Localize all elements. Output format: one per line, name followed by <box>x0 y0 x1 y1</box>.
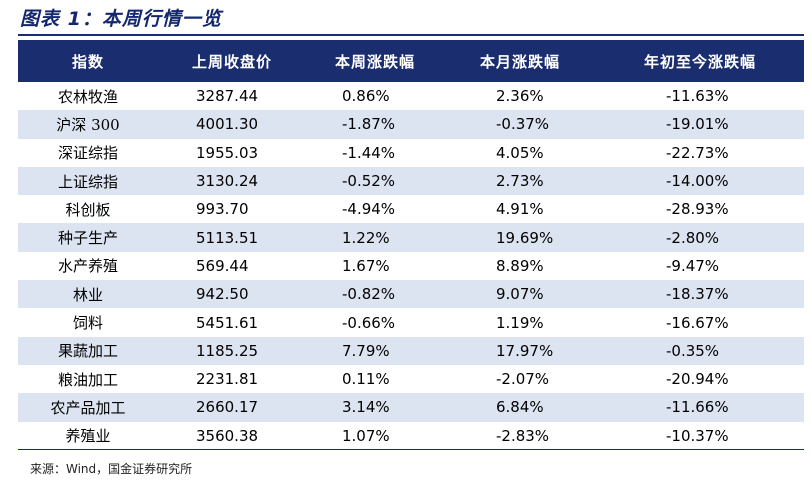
cell-month-change: 4.91% <box>496 200 544 219</box>
cell-week-change: -0.52% <box>342 172 396 191</box>
cell-last-close: 1185.25 <box>196 341 259 360</box>
table-header-row: 指数 上周收盘价 本周涨跌幅 本月涨跌幅 年初至今涨跌幅 <box>18 40 804 82</box>
cell-last-close: 5113.51 <box>196 228 259 247</box>
cell-ytd-change: -28.93% <box>666 200 729 219</box>
header-ytd-change: 年初至今涨跌幅 <box>643 52 756 71</box>
table-row: 林业 942.50 -0.82% 9.07% -18.37% <box>18 280 804 309</box>
cell-month-change: -0.37% <box>496 115 550 134</box>
cell-month-change: 6.84% <box>496 398 544 417</box>
cell-ytd-change: -11.66% <box>666 398 729 417</box>
cell-index-name: 沪深 300 <box>56 115 120 134</box>
header-week-change: 本周涨跌幅 <box>334 52 415 71</box>
cell-ytd-change: -22.73% <box>666 143 729 162</box>
cell-last-close: 4001.30 <box>196 115 259 134</box>
table-row: 水产养殖 569.44 1.67% 8.89% -9.47% <box>18 252 804 280</box>
cell-last-close: 993.70 <box>196 200 249 219</box>
cell-month-change: 8.89% <box>496 256 544 275</box>
cell-ytd-change: -2.80% <box>666 228 720 247</box>
cell-week-change: 1.22% <box>342 228 390 247</box>
cell-index-name: 果蔬加工 <box>57 342 118 361</box>
table-row: 种子生产 5113.51 1.22% 19.69% -2.80% <box>18 223 804 252</box>
cell-last-close: 5451.61 <box>196 313 259 332</box>
cell-last-close: 1955.03 <box>196 143 259 162</box>
cell-month-change: -2.07% <box>496 370 550 389</box>
cell-ytd-change: -11.63% <box>666 87 729 106</box>
cell-month-change: 19.69% <box>496 228 554 247</box>
cell-ytd-change: -16.67% <box>666 313 729 332</box>
cell-last-close: 3560.38 <box>196 426 259 445</box>
cell-ytd-change: -20.94% <box>666 370 729 389</box>
cell-ytd-change: -18.37% <box>666 285 729 304</box>
header-last-close: 上周收盘价 <box>191 52 272 71</box>
cell-week-change: 1.67% <box>342 256 390 275</box>
cell-last-close: 3130.24 <box>196 172 259 191</box>
header-month-change: 本月涨跌幅 <box>479 52 560 71</box>
cell-index-name: 粮油加工 <box>57 370 118 389</box>
source-note: 来源：Wind，国金证券研究所 <box>30 462 193 476</box>
cell-last-close: 942.50 <box>196 285 249 304</box>
header-index: 指数 <box>71 52 104 71</box>
cell-index-name: 上证综指 <box>57 172 118 191</box>
table-row: 深证综指 1955.03 -1.44% 4.05% -22.73% <box>18 139 804 167</box>
cell-index-name: 饲料 <box>72 314 103 333</box>
cell-month-change: 17.97% <box>496 341 554 360</box>
cell-last-close: 3287.44 <box>196 87 259 106</box>
table-row: 沪深 300 4001.30 -1.87% -0.37% -19.01% <box>18 110 804 139</box>
cell-week-change: -1.44% <box>342 143 396 162</box>
table-row: 果蔬加工 1185.25 7.79% 17.97% -0.35% <box>18 336 804 365</box>
cell-month-change: 2.73% <box>496 172 544 191</box>
cell-index-name: 种子生产 <box>57 229 118 248</box>
cell-last-close: 2660.17 <box>196 398 259 417</box>
cell-index-name: 深证综指 <box>57 144 118 163</box>
cell-week-change: 1.07% <box>342 426 390 445</box>
cell-ytd-change: -19.01% <box>666 115 729 134</box>
cell-week-change: -0.82% <box>342 285 396 304</box>
cell-month-change: 1.19% <box>496 313 544 332</box>
cell-week-change: 0.11% <box>342 370 390 389</box>
cell-index-name: 农林牧渔 <box>57 87 118 106</box>
market-table: 指数 上周收盘价 本周涨跌幅 本月涨跌幅 年初至今涨跌幅 农林牧渔 3287.44… <box>18 40 804 450</box>
cell-month-change: 4.05% <box>496 143 544 162</box>
cell-month-change: -2.83% <box>496 426 550 445</box>
cell-index-name: 水产养殖 <box>57 257 118 276</box>
cell-index-name: 林业 <box>72 285 103 304</box>
table-row: 饲料 5451.61 -0.66% 1.19% -16.67% <box>18 308 804 336</box>
table-row: 上证综指 3130.24 -0.52% 2.73% -14.00% <box>18 166 804 196</box>
cell-index-name: 科创板 <box>65 200 111 219</box>
cell-week-change: -4.94% <box>342 200 396 219</box>
table-row: 养殖业 3560.38 1.07% -2.83% -10.37% <box>18 422 804 450</box>
bottom-rule <box>18 449 804 450</box>
cell-month-change: 2.36% <box>496 87 544 106</box>
cell-ytd-change: -0.35% <box>666 341 720 360</box>
cell-month-change: 9.07% <box>496 285 544 304</box>
cell-ytd-change: -9.47% <box>666 256 720 275</box>
title-rule <box>18 34 804 36</box>
table-row: 粮油加工 2231.81 0.11% -2.07% -20.94% <box>18 365 804 393</box>
cell-week-change: 0.86% <box>342 87 390 106</box>
cell-week-change: -0.66% <box>342 313 396 332</box>
cell-ytd-change: -10.37% <box>666 426 729 445</box>
cell-week-change: 3.14% <box>342 398 390 417</box>
cell-week-change: -1.87% <box>342 115 396 134</box>
cell-last-close: 569.44 <box>196 256 249 275</box>
figure-title: 图表 1：本周行情一览 <box>20 8 222 30</box>
cell-last-close: 2231.81 <box>196 370 259 389</box>
cell-index-name: 农产品加工 <box>50 398 126 417</box>
table-row: 农林牧渔 3287.44 0.86% 2.36% -11.63% <box>18 82 804 110</box>
table-row: 农产品加工 2660.17 3.14% 6.84% -11.66% <box>18 393 804 422</box>
table-row: 科创板 993.70 -4.94% 4.91% -28.93% <box>18 195 804 223</box>
cell-index-name: 养殖业 <box>65 427 111 446</box>
cell-week-change: 7.79% <box>342 341 390 360</box>
cell-ytd-change: -14.00% <box>666 172 729 191</box>
